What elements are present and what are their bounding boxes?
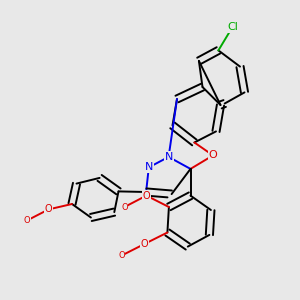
Text: O: O [208, 150, 217, 161]
Text: O: O [24, 216, 30, 225]
Text: O: O [121, 202, 128, 211]
Text: O: O [45, 204, 52, 214]
Text: O: O [118, 251, 125, 260]
Text: O: O [141, 239, 148, 249]
Text: Cl: Cl [227, 22, 238, 32]
Text: N: N [145, 162, 153, 172]
Text: N: N [164, 152, 173, 162]
Text: O: O [142, 190, 150, 201]
